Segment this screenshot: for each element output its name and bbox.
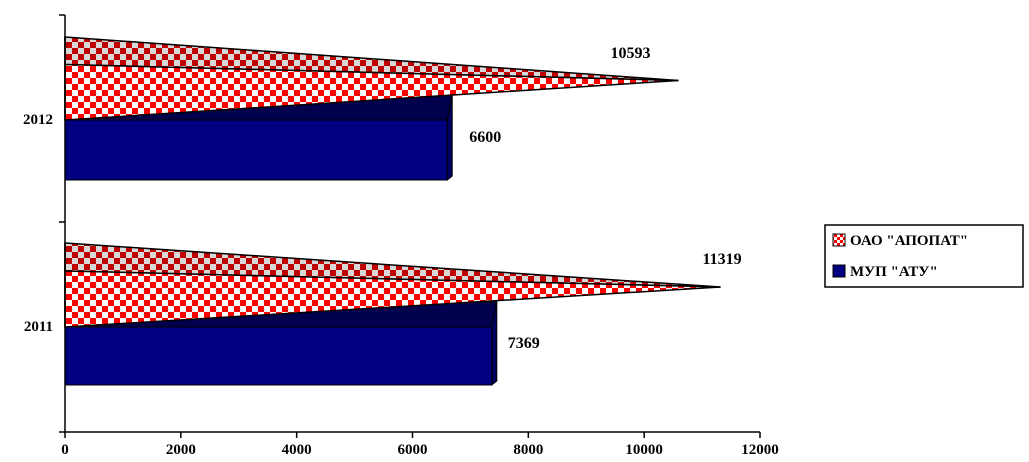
x-tick-label: 4000 <box>282 442 312 458</box>
data-label: 10593 <box>611 45 651 62</box>
legend-box <box>824 224 1024 288</box>
data-labels: 10593 6600 11319 7369 <box>469 45 741 352</box>
category-label-2011: 2011 <box>24 319 53 335</box>
legend-label-atu: МУП "АТУ" <box>850 264 938 280</box>
bar-group-2011 <box>64 242 721 387</box>
legend-swatch-atu <box>832 264 846 278</box>
data-label: 7369 <box>508 335 540 352</box>
plot-area: 10593 6600 11319 7369 <box>64 36 742 387</box>
bar-group-2012 <box>64 36 679 182</box>
bar-atu-2011 <box>64 326 493 386</box>
legend-label-apopat: ОАО "АПОПАТ" <box>850 233 968 249</box>
data-label: 11319 <box>703 251 742 268</box>
data-label: 6600 <box>469 129 501 146</box>
x-tick-label: 12000 <box>741 442 779 458</box>
legend: ОАО "АПОПАТ" МУП "АТУ" <box>824 224 1024 288</box>
x-tick-label: 0 <box>61 442 69 458</box>
bar-atu-2012 <box>64 119 448 181</box>
x-axis-ticks: 0 2000 4000 6000 8000 10000 12000 <box>61 432 779 458</box>
x-tick-label: 10000 <box>625 442 663 458</box>
x-tick-label: 6000 <box>398 442 428 458</box>
legend-swatch-apopat <box>832 233 846 247</box>
category-label-2012: 2012 <box>23 112 53 128</box>
x-tick-label: 2000 <box>166 442 196 458</box>
x-tick-label: 8000 <box>513 442 543 458</box>
